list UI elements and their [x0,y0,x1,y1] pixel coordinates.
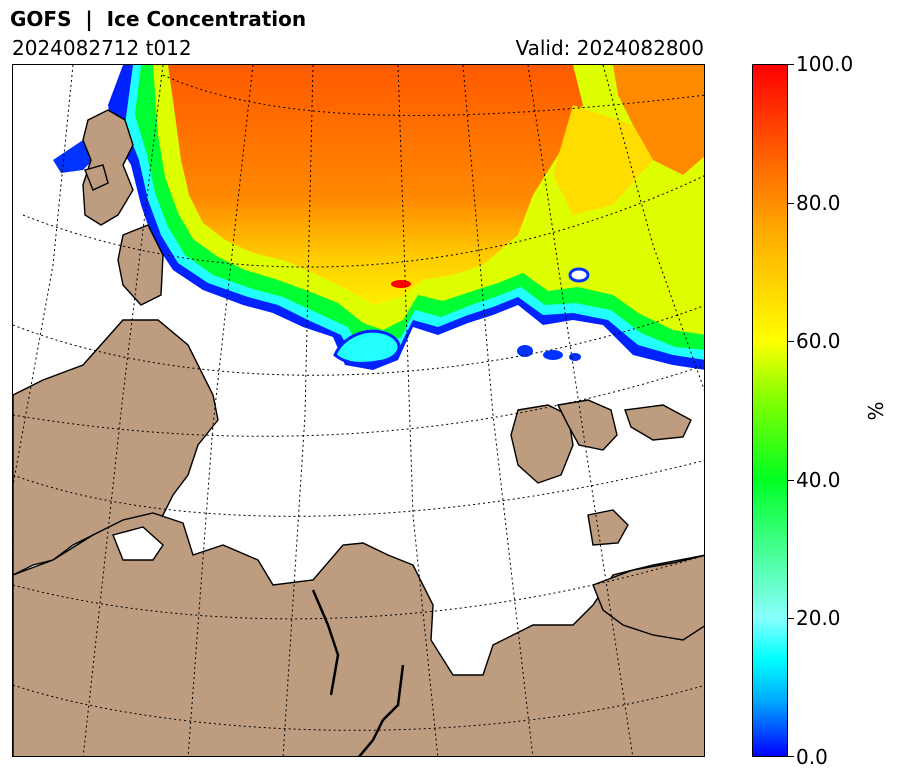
lon-line-4 [397,65,439,756]
ice-tongue [333,329,401,365]
land-franz-josef-4 [587,509,629,546]
colorbar-tick [788,341,794,343]
colorbar-tick-label: 100.0 [796,52,854,76]
valid-label: Valid: 2024082800 [515,36,704,60]
lat-line-3 [13,305,704,376]
colorbar-tick [788,479,794,481]
graticule [13,65,704,756]
colorbar-tick-label: 40.0 [796,467,841,492]
colorbar-tick-label: 60.0 [796,329,841,354]
land-white-gulf [112,526,164,561]
ice-floe-3 [569,353,581,361]
land-svalbard [82,109,134,226]
lon-line-6 [527,65,634,756]
ice-floe-1 [517,345,533,357]
lon-line-7 [602,65,704,391]
river-1 [311,589,340,696]
colorbar-tick [788,756,794,757]
lon-line-1 [82,65,164,756]
colorbar-tick-label: 0.0 [796,745,828,769]
colorbar-tick [788,618,794,620]
ice-field [53,65,704,370]
river-2 [358,664,405,756]
colorbar-tick-label: 20.0 [796,606,841,631]
land-svalbard-south [117,224,164,306]
lon-line-3 [282,65,314,756]
colorbar-tick [788,202,794,204]
chart-title: GOFS | Ice Concentration [10,7,307,31]
colorbar-tick [788,64,794,65]
land-franz-josef-3 [624,404,692,441]
lon-line-5 [462,65,534,756]
ice-patch-east [613,65,704,175]
ice-hotspot [391,280,411,288]
ice-patch-yellow-east [553,105,653,215]
lon-line-2 [187,65,254,756]
colorbar [752,64,788,757]
lat-line-2 [22,175,704,268]
land-mainland-south [13,512,704,756]
land-svalbard-small [84,164,109,191]
ice-high-orange [168,65,583,305]
colorbar-unit-label: % [864,401,888,421]
land-franz-josef-1 [510,404,574,484]
run-label: 2024082712 t012 [12,36,192,60]
colorbar-tick-label: 80.0 [796,190,841,215]
ice-floe-2 [543,350,563,360]
land-franz-josef-2 [556,399,618,451]
land-east-peninsula [592,554,704,641]
map-panel [12,64,705,757]
ice-ring [568,267,590,283]
lat-line-7 [13,684,704,731]
lat-line-4 [13,365,704,437]
lon-line-8 [13,65,74,486]
land [13,109,704,756]
lat-line-6 [13,555,704,620]
rivers [311,589,405,756]
